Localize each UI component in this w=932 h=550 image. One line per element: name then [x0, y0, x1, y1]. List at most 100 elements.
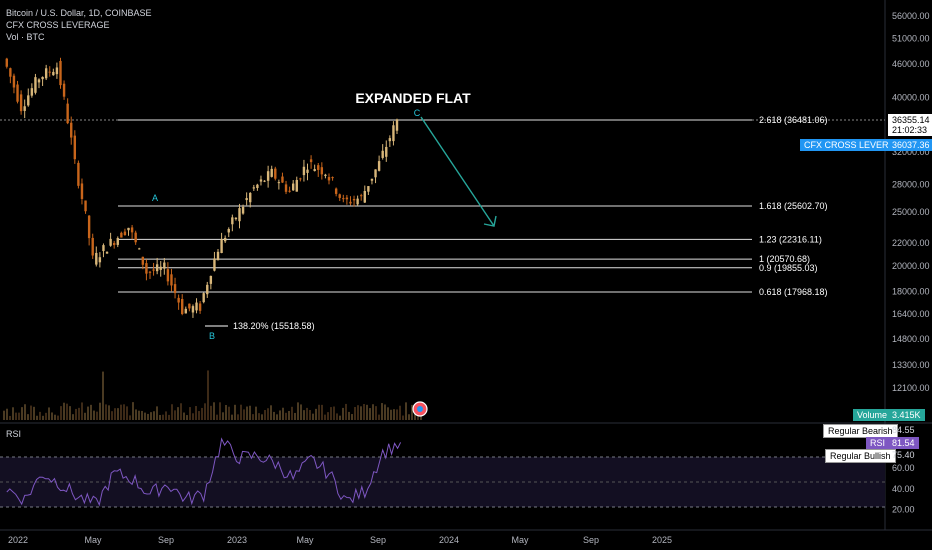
volume-bar: [141, 410, 143, 420]
volume-bar: [390, 409, 392, 420]
volume-bar: [90, 404, 92, 420]
volume-bar: [324, 414, 326, 420]
volume-bar: [45, 412, 47, 420]
candle-body: [395, 119, 399, 131]
volume-bar: [183, 412, 185, 420]
volume-bar: [174, 410, 176, 420]
volume-bar: [231, 414, 233, 420]
volume-bar: [189, 407, 191, 420]
volume-bar: [252, 414, 254, 420]
candle-body: [277, 182, 281, 184]
volume-bar: [384, 404, 386, 420]
price-tick-label: 56000.00: [892, 11, 930, 21]
candle-body: [385, 146, 388, 157]
candle-body: [23, 106, 26, 111]
rsi-title[interactable]: RSI: [6, 429, 22, 439]
volume-bar: [144, 412, 146, 420]
volume-bar: [339, 415, 341, 420]
price-tick-label: 16400.00: [892, 309, 930, 319]
candle-body: [138, 248, 141, 250]
candle-body: [327, 177, 331, 181]
volume-bar: [321, 404, 323, 420]
time-tick-label: Sep: [158, 535, 174, 545]
volume-bar: [309, 409, 311, 420]
candle-body: [159, 266, 162, 270]
volume-bar: [246, 406, 248, 420]
symbol-title[interactable]: Bitcoin / U.S. Dollar, 1D, COINBASE: [6, 8, 152, 18]
candle-body: [360, 195, 363, 197]
volume-bar: [357, 405, 359, 420]
volume-bar: [36, 415, 38, 420]
volume-bar: [72, 414, 74, 420]
price-tick-label: 12100.00: [892, 383, 930, 393]
volume-bar: [120, 404, 122, 420]
candle-body: [120, 232, 123, 238]
volume-bar: [306, 407, 308, 420]
volume-bar: [162, 414, 164, 420]
time-axis: 2022 May Sep 2023 May Sep 2024 May Sep 2025: [0, 529, 932, 545]
volume-bar: [180, 403, 182, 420]
candle-body: [363, 191, 366, 203]
volume-bar: [279, 410, 281, 420]
candle-body: [195, 302, 198, 311]
volume-bar: [198, 411, 200, 420]
cfx-value-tag: 36037.36: [888, 139, 932, 151]
volume-bar: [81, 402, 83, 420]
wave-b-label: B: [209, 331, 215, 341]
volume-bar: [270, 405, 272, 420]
candle-body: [188, 303, 191, 309]
candle-body: [27, 95, 30, 106]
candle-body: [173, 284, 177, 294]
candle-body: [374, 169, 377, 178]
wave-c-label: C: [414, 108, 421, 118]
candle-body: [324, 174, 327, 176]
candle-body: [231, 217, 234, 225]
candle-body: [377, 161, 381, 171]
volume-bar: [255, 406, 257, 420]
volume-bar: [210, 405, 212, 420]
volume-bar: [267, 408, 269, 420]
volume-bar: [84, 412, 86, 420]
volume-bar: [363, 404, 365, 420]
candle-body: [288, 190, 291, 192]
candle-body: [249, 192, 252, 203]
volume-bar: [237, 414, 239, 420]
volume-bar: [114, 408, 116, 420]
candle-body: [181, 298, 184, 315]
volume-bar: [387, 407, 389, 420]
candle-body: [216, 251, 220, 261]
candle-body: [381, 150, 384, 158]
volume-bar: [300, 404, 302, 420]
volume-bar: [378, 414, 380, 420]
countdown-value: 21:02:33: [892, 125, 928, 135]
candle-body: [91, 237, 94, 256]
candle-body: [184, 308, 187, 314]
rsi-tick-label: 40.00: [892, 484, 915, 494]
volume-bar: [99, 402, 101, 420]
candle-body: [105, 251, 109, 254]
pattern-title: EXPANDED FLAT: [355, 90, 471, 106]
volume-bar: [105, 404, 107, 420]
rsi-line: [6, 437, 402, 507]
bullish-label-tag: Regular Bullish: [825, 449, 896, 463]
candle-body: [112, 242, 116, 246]
fib-level-label: 0.618 (17968.18): [759, 287, 828, 297]
price-tick-label: 51000.00: [892, 34, 930, 44]
price-tick-label: 46000.00: [892, 59, 930, 69]
price-tick-label: 25000.00: [892, 207, 930, 217]
volume-bar: [240, 404, 242, 420]
candle-body: [191, 306, 195, 313]
fib-level-label: 1 (20570.68): [759, 254, 810, 264]
volume-bar: [402, 415, 404, 420]
volume-title[interactable]: Vol · BTC: [6, 32, 45, 42]
candle-body: [109, 238, 112, 246]
volume-bar: [138, 410, 140, 420]
volume-bar: [42, 415, 44, 420]
volume-bar: [258, 413, 260, 420]
projection-arrow[interactable]: [420, 116, 495, 227]
candle-body: [116, 238, 119, 245]
volume-bar: [150, 412, 152, 420]
indicator-title[interactable]: CFX CROSS LEVERAGE: [6, 20, 110, 30]
volume-bar: [15, 412, 17, 420]
candle-body: [302, 166, 306, 176]
